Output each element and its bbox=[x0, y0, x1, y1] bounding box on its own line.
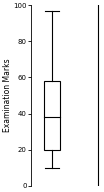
FancyBboxPatch shape bbox=[44, 81, 60, 150]
Y-axis label: Examination Marks: Examination Marks bbox=[3, 59, 12, 132]
